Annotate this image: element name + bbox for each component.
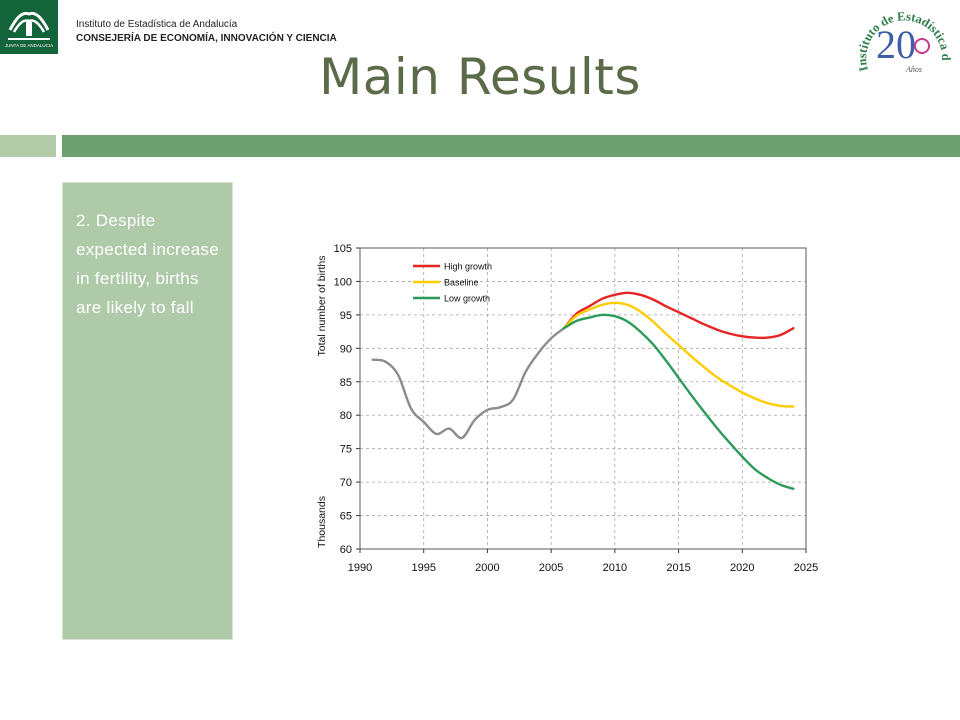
series-line-low-growth [562,313,795,490]
bullet-text: 2. Despite expected increase in fertilit… [76,211,220,317]
legend-label-baseline: Baseline [444,278,479,288]
x-tick-label: 2015 [666,562,690,574]
y-tick-label: 70 [340,477,352,489]
x-tick-label: 1990 [348,562,372,574]
plot-border [359,247,807,550]
decorative-band-small [0,135,56,157]
x-tick-label: 2025 [794,562,818,574]
plot-area [360,248,806,549]
chart-legend: High growth Baseline Low growth [413,262,492,304]
institute-name: Instituto de Estadística de Andalucía [76,19,238,30]
junta-logo-text: JUNTA DE ANDALUCIA [5,43,53,48]
y-tick-label: 100 [334,276,352,288]
chart-grid [359,247,807,550]
anniversary-logo: Instituto de Estadística de Andalucía 20… [847,0,953,98]
x-tick-label: 1995 [411,562,435,574]
ministry-name: CONSEJERÍA DE ECONOMÍA, INNOVACIÓN Y CIE… [76,33,337,44]
y-tick-label: 65 [340,511,352,523]
y-tick-label: 85 [340,377,352,389]
x-tick-label: 2000 [475,562,499,574]
organization-name: Instituto de Estadística de Andalucía CO… [76,18,337,46]
anniversary-word: Años [905,65,922,74]
decorative-band-large [62,135,960,157]
page-title: Main Results [319,48,641,106]
legend-label-high-growth: High growth [444,262,492,272]
series-line-historical [371,327,566,440]
y-axis-unit: Thousands [316,496,328,548]
series-line-high-growth [562,291,795,340]
chart-axes: 60 65 70 75 80 85 90 95 100 105 1990 1995 2000 2005 20… [334,243,819,574]
bullet-panel [62,182,233,640]
x-tick-label: 2005 [539,562,563,574]
y-tick-label: 60 [340,544,352,556]
x-tick-label: 2020 [730,562,754,574]
x-tick-label: 2010 [603,562,627,574]
y-tick-label: 75 [340,444,352,456]
junta-de-andalucia-logo: JUNTA DE ANDALUCIA [0,0,58,54]
chart-series [371,291,795,490]
legend-label-low-growth: Low growth [444,294,490,304]
y-axis-label: Total number of births [316,256,328,357]
series-line-baseline [562,301,795,408]
y-tick-label: 90 [340,343,352,355]
y-tick-label: 80 [340,410,352,422]
y-tick-label: 95 [340,310,352,322]
births-chart: 60 65 70 75 80 85 90 95 100 105 1990 1995 2000 2005 20… [316,243,819,574]
y-tick-label: 105 [334,243,352,255]
anniversary-number: 20 [876,22,916,67]
